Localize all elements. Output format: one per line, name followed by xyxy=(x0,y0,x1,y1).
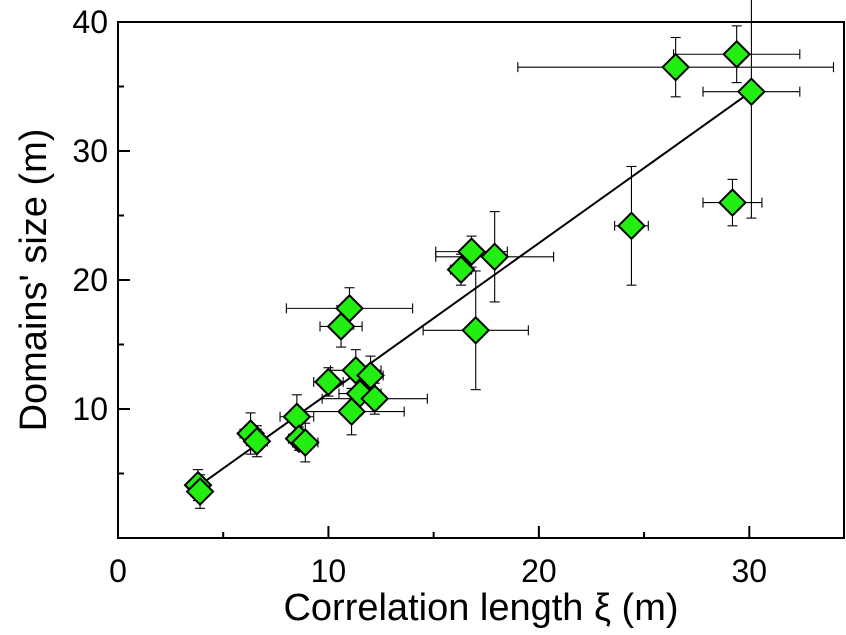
x-tick-label-20: 20 xyxy=(521,553,557,589)
data-point-9 xyxy=(335,293,364,323)
error-bar-23 xyxy=(702,0,801,219)
data-point-23 xyxy=(736,77,766,107)
data-point-6 xyxy=(290,428,320,457)
x-tick-label-30: 30 xyxy=(732,553,768,589)
y-tick-label-10: 10 xyxy=(72,391,108,427)
data-point-15 xyxy=(446,255,476,285)
data-point-17 xyxy=(461,315,491,345)
data-point-1 xyxy=(185,477,215,506)
axis-ticks: 0 10 20 30 10 20 30 40 xyxy=(72,4,767,589)
data-point-3 xyxy=(242,426,272,456)
y-tick-label-20: 20 xyxy=(72,262,108,298)
data-point-20 xyxy=(661,52,691,82)
plot-frame xyxy=(117,21,845,539)
plot-content xyxy=(183,0,835,509)
y-tick-label-40: 40 xyxy=(72,4,108,40)
data-point-14 xyxy=(360,384,390,414)
data-points xyxy=(183,39,766,506)
fit-line xyxy=(197,92,750,488)
x-axis-label: Correlation length ξ (m) xyxy=(283,587,678,629)
data-point-13 xyxy=(356,361,385,390)
y-tick-label-30: 30 xyxy=(72,133,108,169)
x-tick-label-10: 10 xyxy=(311,553,347,589)
data-point-4 xyxy=(282,402,312,432)
data-point-7 xyxy=(314,367,343,397)
data-point-21 xyxy=(718,188,747,218)
data-point-22 xyxy=(722,39,752,69)
data-point-18 xyxy=(480,242,510,272)
y-axis-label: Domains' size (m) xyxy=(13,129,55,432)
error-bars xyxy=(188,0,835,509)
data-point-16 xyxy=(457,237,486,267)
data-point-19 xyxy=(617,211,646,241)
x-tick-label-0: 0 xyxy=(109,553,127,589)
